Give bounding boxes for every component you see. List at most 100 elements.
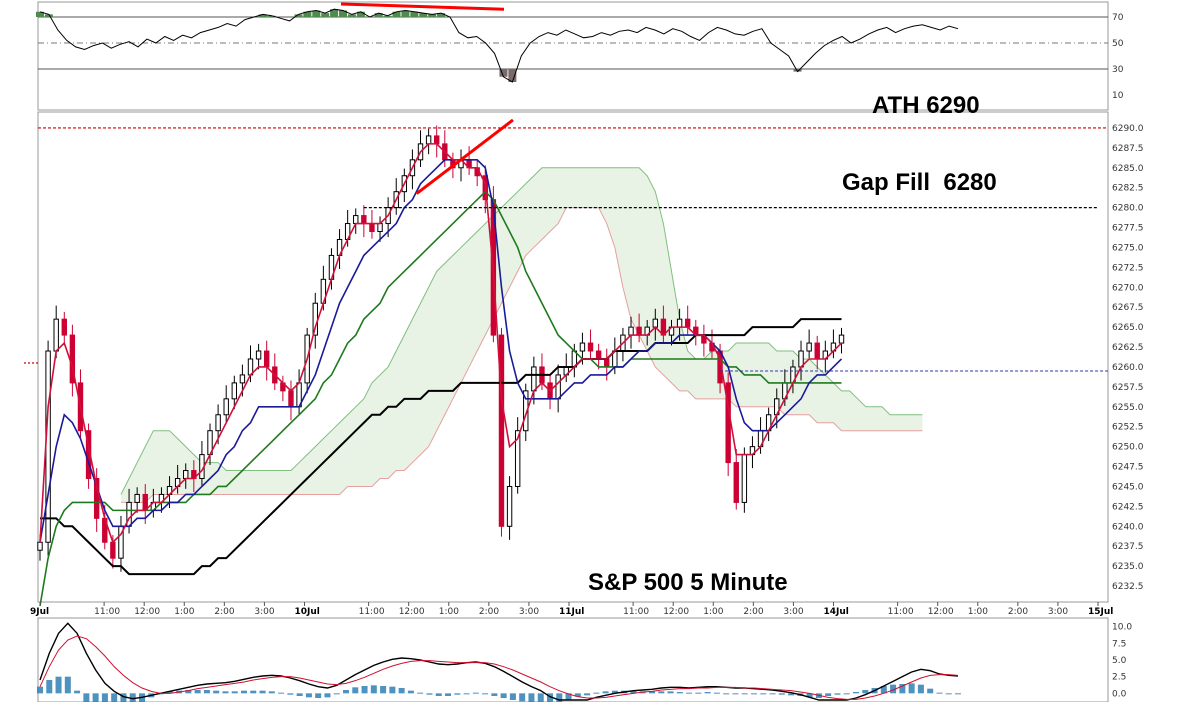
candle-body <box>595 350 602 360</box>
candle-body <box>263 350 270 368</box>
candle-body <box>223 398 229 416</box>
macd-hist-bar <box>305 693 312 698</box>
macd-hist-bar <box>788 693 795 696</box>
candle-body <box>361 215 367 225</box>
macd-hist-bar <box>64 676 71 694</box>
macd-hist-bar <box>528 693 535 702</box>
macd-hist-bar <box>927 688 934 694</box>
price-tick-label: 6262.5 <box>1112 343 1144 353</box>
candle-body <box>93 478 100 519</box>
macd-hist-bar <box>231 691 238 694</box>
macd-hist-bar <box>268 691 275 694</box>
candle-body <box>498 334 505 527</box>
candle-body <box>45 350 51 543</box>
macd-hist-bar <box>751 693 757 695</box>
x-tick-label: 3:00 <box>1048 607 1068 617</box>
macd-hist-bar <box>74 690 81 694</box>
x-tick-label: 1:00 <box>174 607 194 617</box>
price-tick-label: 6252.5 <box>1112 423 1144 433</box>
ath-label: ATH 6290 <box>872 92 980 119</box>
macd-hist-bar <box>111 693 118 702</box>
price-tick-label: 6285.0 <box>1112 164 1144 174</box>
x-tick-label: 12:00 <box>134 607 160 617</box>
rsi-y-axis: 70 50 30 10 <box>1112 13 1124 101</box>
macd-hist-bar <box>899 684 906 694</box>
macd-hist-bar <box>806 693 813 698</box>
macd-hist-bar <box>361 686 368 694</box>
macd-hist-bar <box>723 693 730 695</box>
candle-body <box>110 541 116 559</box>
macd-hist-bar <box>862 690 869 694</box>
rsi-tick-label: 50 <box>1112 39 1124 49</box>
rsi-tick-label: 30 <box>1112 65 1124 75</box>
price-annotations: ATH 6290 Gap Fill 6280 S&P 500 5 Minute <box>588 92 997 596</box>
macd-hist-bar <box>398 688 405 694</box>
macd-hist-bar <box>46 680 53 694</box>
macd-hist-bar <box>435 693 442 696</box>
candle-body <box>838 334 845 344</box>
candle-body <box>806 342 812 352</box>
macd-tick-label: 10.0 <box>1112 623 1132 633</box>
price-levels <box>24 118 1108 372</box>
x-tick-label: 3:00 <box>783 607 803 617</box>
price-tick-label: 6267.5 <box>1112 303 1144 313</box>
macd-tick-label: 0.0 <box>1112 689 1127 699</box>
macd-hist-bar <box>658 691 665 694</box>
candle-body <box>555 374 561 400</box>
macd-hist-bar <box>602 691 609 694</box>
x-tick-label: 11Jul <box>559 607 584 617</box>
macd-hist-bar <box>825 693 832 696</box>
macd-hist-bar <box>426 693 433 695</box>
macd-hist-bar <box>713 692 720 694</box>
price-tick-label: 6287.5 <box>1112 144 1144 154</box>
macd-hist-bar <box>259 690 266 694</box>
x-tick-label: 11:00 <box>623 607 649 617</box>
macd-hist-bar <box>611 690 618 694</box>
rsi-panel: 70 50 30 10 <box>36 1 1124 111</box>
x-tick-label: 2:00 <box>214 607 234 617</box>
x-tick-label: 1:00 <box>439 607 459 617</box>
macd-hist-bar <box>955 693 961 695</box>
price-trendline <box>415 118 514 195</box>
candle-body <box>523 390 529 432</box>
macd-hist-bar <box>574 693 581 697</box>
macd-hist-bar <box>250 690 257 694</box>
candle-body <box>288 390 294 408</box>
macd-hist-bar <box>203 690 210 694</box>
macd-lines <box>39 622 959 701</box>
price-tick-label: 6232.5 <box>1112 582 1144 592</box>
price-tick-label: 6255.0 <box>1112 403 1144 413</box>
ema-fast-line <box>39 143 843 544</box>
candle-body <box>231 382 238 400</box>
x-tick-label: 15Jul <box>1088 607 1113 617</box>
price-tick-label: 6290.0 <box>1112 124 1144 134</box>
macd-hist-bar <box>343 690 349 694</box>
gap-fill-label: Gap Fill 6280 <box>842 169 997 196</box>
candle-body <box>652 318 659 328</box>
macd-hist-bar <box>454 693 461 695</box>
macd-hist-bar <box>778 693 785 695</box>
macd-hist-bar <box>407 690 414 694</box>
rsi-lines <box>36 2 1108 83</box>
candle-body <box>183 470 189 480</box>
macd-hist-bar <box>760 693 767 695</box>
macd-hist-bar <box>213 690 220 694</box>
macd-hist-bar <box>732 693 739 695</box>
x-tick-label: 12:00 <box>928 607 954 617</box>
candle-body <box>37 541 43 551</box>
macd-hist-bar <box>649 691 655 694</box>
candle-body <box>676 318 683 328</box>
macd-hist-bar <box>472 692 479 694</box>
price-tick-label: 6242.5 <box>1112 502 1144 512</box>
macd-hist-bar <box>686 692 693 694</box>
macd-hist-bar <box>463 693 470 695</box>
rsi-tick-label: 70 <box>1112 13 1124 23</box>
candle-body <box>628 326 634 336</box>
macd-hist-bar <box>194 690 201 694</box>
price-tick-label: 6277.5 <box>1112 224 1144 234</box>
candle-body <box>353 215 359 225</box>
macd-hist-bar <box>704 692 711 694</box>
macd-hist-bar <box>547 693 553 702</box>
price-tick-label: 6247.5 <box>1112 463 1144 473</box>
